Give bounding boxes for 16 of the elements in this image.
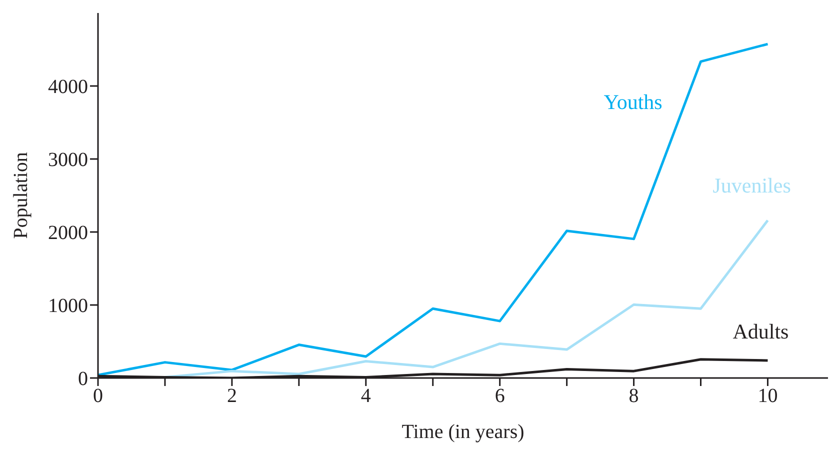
y-tick-label: 4000 [48, 76, 88, 98]
y-axis-title: Population [10, 152, 32, 239]
y-tick-label: 0 [78, 368, 88, 390]
series-label: Youths [604, 90, 662, 114]
x-tick-label: 0 [93, 385, 103, 408]
x-axis-title: Time (in years) [402, 421, 524, 443]
x-tick-label: 10 [758, 385, 778, 408]
x-tick-label: 4 [360, 385, 371, 408]
series-label: Adults [732, 319, 789, 344]
y-tick-label: 1000 [48, 295, 88, 318]
series-label: Juveniles [712, 173, 791, 198]
x-tick-label: 8 [628, 385, 639, 408]
y-tick-label: 2000 [48, 222, 88, 244]
x-tick-label: 6 [494, 385, 505, 408]
x-tick-label: 2 [226, 385, 237, 408]
y-tick-label: 3000 [48, 149, 88, 172]
